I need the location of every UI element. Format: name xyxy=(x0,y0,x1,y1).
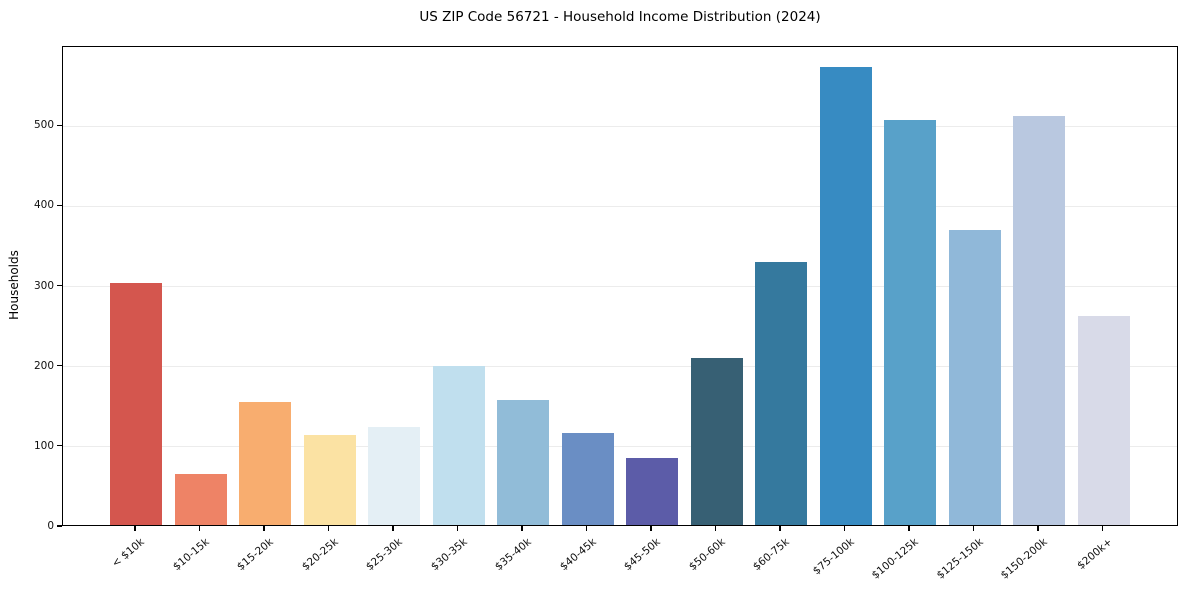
y-tick-label-300: 300 xyxy=(33,279,54,292)
x-tick-label-$50-60k: $50-60k xyxy=(686,536,728,574)
x-tick-mark xyxy=(650,526,652,531)
x-tick-mark xyxy=(327,526,330,531)
y-tick-mark xyxy=(57,204,62,207)
y-tick-mark xyxy=(57,284,62,287)
x-tick-mark xyxy=(585,526,588,531)
x-tick-mark xyxy=(1037,526,1039,531)
y-tick-label-100: 100 xyxy=(33,439,54,452)
x-tick-label-$10-15k: $10-15k xyxy=(170,536,212,574)
y-tick-mark xyxy=(57,365,62,367)
x-tick-mark xyxy=(972,526,975,531)
bar-$200k+ xyxy=(1077,315,1130,525)
gridline-300 xyxy=(63,286,1177,288)
y-tick-mark xyxy=(57,124,62,126)
x-tick-mark xyxy=(1101,526,1104,531)
bar-$15-20k xyxy=(239,402,291,525)
x-tick-label-$100-125k: $100-125k xyxy=(869,536,921,582)
x-tick-mark xyxy=(392,526,394,531)
y-tick-mark xyxy=(57,525,62,527)
x-tick-label-< $10k: < $10k xyxy=(109,536,147,570)
x-tick-mark xyxy=(908,526,910,531)
y-tick-label-400: 400 xyxy=(33,199,54,212)
y-tick-label-500: 500 xyxy=(33,119,54,132)
gridline-400 xyxy=(63,205,1177,207)
gridline-100 xyxy=(63,446,1177,448)
x-tick-label-$15-20k: $15-20k xyxy=(234,536,276,574)
x-tick-mark xyxy=(198,526,201,531)
y-tick-label-200: 200 xyxy=(33,359,54,372)
chart-title: US ZIP Code 56721 - Household Income Dis… xyxy=(419,9,821,25)
bar-$35-40k xyxy=(497,400,549,525)
x-tick-label-$30-35k: $30-35k xyxy=(428,536,470,574)
gridline-200 xyxy=(63,366,1177,368)
bar-$150-200k xyxy=(1013,115,1065,525)
bar-$10-15k xyxy=(174,473,227,525)
x-tick-label-$45-50k: $45-50k xyxy=(621,536,663,574)
x-tick-mark xyxy=(521,526,523,531)
x-tick-label-$20-25k: $20-25k xyxy=(299,536,341,574)
x-tick-label-$75-100k: $75-100k xyxy=(810,536,857,578)
bar-$25-30k xyxy=(368,427,420,525)
y-tick-mark xyxy=(57,445,62,447)
y-tick-label-0: 0 xyxy=(47,520,54,532)
x-tick-label-$60-75k: $60-75k xyxy=(750,536,792,574)
x-tick-label-$150-200k: $150-200k xyxy=(998,536,1050,582)
x-tick-mark xyxy=(779,526,781,531)
bar-$50-60k xyxy=(690,357,743,525)
bar-$60-75k xyxy=(755,262,807,525)
bar-$45-50k xyxy=(626,457,678,525)
x-tick-label-$35-40k: $35-40k xyxy=(492,536,534,574)
x-tick-mark xyxy=(714,526,717,531)
bar-< $10k xyxy=(110,283,162,525)
bar-$100-125k xyxy=(884,120,936,525)
gridline-500 xyxy=(63,125,1177,127)
bar-$30-35k xyxy=(432,365,485,525)
x-tick-mark xyxy=(134,526,136,531)
bar-$40-45k xyxy=(561,432,614,525)
bar-$20-25k xyxy=(303,435,356,525)
x-tick-label-$40-45k: $40-45k xyxy=(557,536,599,574)
bar-$75-100k xyxy=(819,67,872,525)
x-tick-mark xyxy=(843,526,846,531)
x-tick-label-$125-150k: $125-150k xyxy=(934,536,986,582)
x-tick-label-$25-30k: $25-30k xyxy=(363,536,405,574)
bar-$125-150k xyxy=(948,230,1001,525)
x-tick-mark xyxy=(263,526,265,531)
plot-area xyxy=(62,46,1178,526)
x-tick-label-$200k+: $200k+ xyxy=(1074,536,1115,572)
x-tick-mark xyxy=(456,526,459,531)
